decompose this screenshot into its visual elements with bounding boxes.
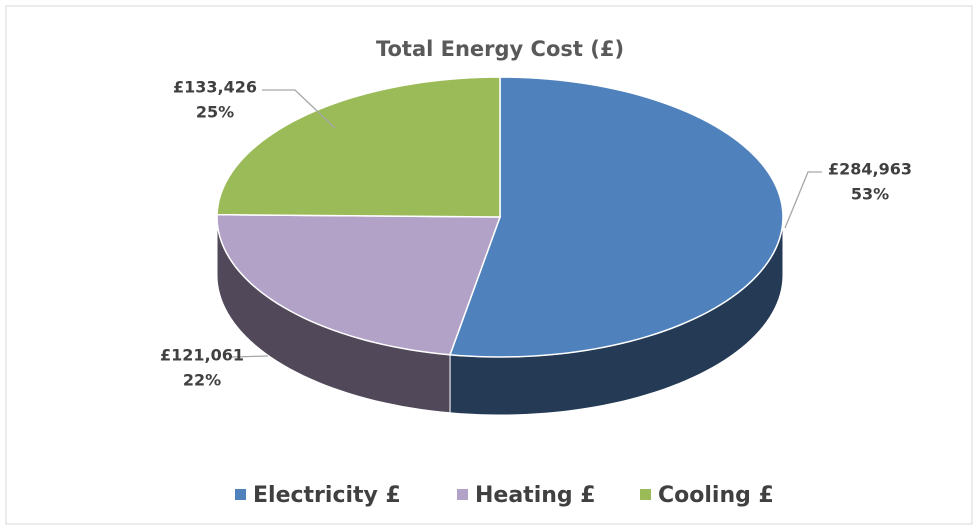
data-label: £284,963 — [828, 160, 912, 179]
legend-label: Cooling £ — [658, 483, 774, 508]
leader-line — [784, 171, 822, 229]
data-label: £121,061 — [160, 346, 244, 365]
slice — [216, 213, 502, 356]
legend-marker — [457, 489, 468, 500]
data-label: £133,426 — [173, 78, 257, 97]
leader-line — [229, 355, 269, 358]
leader-line — [262, 89, 336, 129]
data-label-percent: 22% — [183, 371, 221, 390]
legend-label: Electricity £ — [253, 483, 401, 508]
legend-label: Heating £ — [475, 483, 596, 508]
data-label-percent: 53% — [851, 185, 889, 204]
legend-marker — [640, 489, 651, 500]
slice — [216, 76, 501, 218]
legend-marker — [235, 489, 246, 500]
data-label-percent: 25% — [196, 103, 234, 122]
chart-title: Total Energy Cost (£) — [376, 37, 624, 61]
slice — [448, 76, 784, 358]
